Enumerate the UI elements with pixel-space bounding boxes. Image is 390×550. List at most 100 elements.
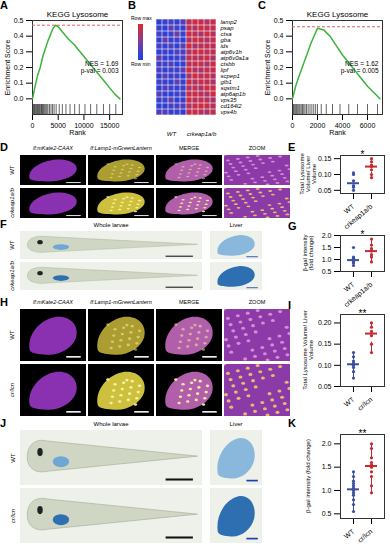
svg-text:WT: WT [167,131,178,137]
html-text:D: D [0,141,8,153]
html-text:WT: WT [8,165,15,175]
svg-text:5000: 5000 [50,122,66,129]
html-text:Row max: Row max [131,15,152,21]
svg-text:WT: WT [343,395,356,408]
svg-text:scpep1: scpep1 [220,73,240,80]
svg-text:NES = 1.69p-val = 0.003: NES = 1.69p-val = 0.003 [81,60,119,75]
html-text:E: E [288,141,296,153]
svg-text:cr/lcn: cr/lcn [356,396,373,412]
svg-text:0.2: 0.2 [14,64,24,71]
svg-text:1.5: 1.5 [322,463,332,470]
svg-text:**: ** [359,428,367,439]
html-text:WT: WT [8,330,15,340]
html-text:crkeap1a/b: crkeap1a/b [8,261,15,291]
html-text:WT: WT [8,452,15,463]
html-text:A: A [0,0,8,11]
svg-text:WT: WT [343,280,356,293]
html-text:lf:Lamp1-mGreenLantern: lf:Lamp1-mGreenLantern [90,145,152,151]
svg-text:6000: 6000 [360,122,376,129]
html-text:cr/lcn: cr/lcn [8,508,15,523]
svg-text:psap: psap [220,25,234,32]
svg-text:4000: 4000 [334,122,351,130]
svg-text:10000: 10000 [74,122,94,130]
svg-text:*: * [361,229,365,240]
svg-text:0: 0 [291,122,295,129]
svg-text:ids: ids [220,43,229,50]
html-text:F: F [0,218,7,230]
svg-text:Rank: Rank [69,129,86,136]
svg-text:gba: gba [220,37,231,44]
svg-text:15000: 15000 [100,122,120,129]
svg-text:0.1: 0.1 [14,79,24,86]
svg-text:0.10: 0.10 [318,362,332,369]
svg-text:0.5: 0.5 [322,510,332,517]
svg-text:Enrichment Score: Enrichment Score [264,40,271,96]
html-text:cr/lcn: cr/lcn [8,382,15,398]
html-text:β-gal intensity (fold change): β-gal intensity (fold change) [301,234,314,272]
svg-text:0.0: 0.0 [274,95,284,102]
svg-text:0: 0 [31,122,35,129]
html-text:J: J [0,417,7,429]
svg-text:crkeap1a/b: crkeap1a/b [187,131,217,137]
svg-text:2000: 2000 [310,122,326,129]
svg-text:lipf: lipf [220,67,229,74]
svg-text:*: * [361,149,365,160]
svg-text:0.05: 0.05 [318,187,332,194]
svg-text:ctsbb: ctsbb [220,61,235,68]
svg-text:0.15: 0.15 [318,155,332,162]
html-text:Total Lysosome Volume/ Liver V: Total Lysosome Volume/ Liver Volume [298,153,318,195]
svg-text:2.0: 2.0 [322,232,332,239]
svg-text:Rank: Rank [329,129,346,136]
svg-text:NES = 1.62p-val = 0.005: NES = 1.62p-val = 0.005 [341,60,379,75]
svg-text:0.1: 0.1 [274,79,284,86]
svg-text:ctsa: ctsa [220,31,232,38]
svg-text:crkeap1a/b: crkeap1a/b [343,281,375,309]
svg-text:vps35: vps35 [220,97,237,104]
html-text:lf:mKate2-CAAX: lf:mKate2-CAAX [33,145,73,151]
svg-text:vps4b: vps4b [221,109,238,115]
svg-text:0.5: 0.5 [14,17,24,24]
svg-text:glb1: glb1 [220,79,232,86]
svg-text:2.0: 2.0 [322,440,332,447]
svg-text:1.0: 1.0 [322,256,332,263]
html-text:B: B [128,0,136,11]
html-text:C: C [258,0,266,11]
svg-text:0.0: 0.0 [14,95,24,102]
html-text:K: K [288,417,296,429]
svg-text:WT: WT [343,527,356,540]
html-text:Row min: Row min [131,61,151,67]
svg-text:lamp2: lamp2 [220,19,237,26]
svg-text:1.0: 1.0 [322,487,332,494]
svg-text:KEGG Lysosome: KEGG Lysosome [47,10,109,19]
svg-text:atp6v1h: atp6v1h [220,49,242,56]
html-text:G: G [288,220,297,232]
svg-text:1.5: 1.5 [322,244,332,251]
svg-text:0.15: 0.15 [318,340,332,347]
svg-text:atp6ap1b: atp6ap1b [220,91,246,98]
svg-text:Enrichment Score: Enrichment Score [4,40,11,96]
svg-text:0.3: 0.3 [14,48,24,55]
html-text:WT: WT [8,240,15,250]
html-text:crkeap1a/b: crkeap1a/b [8,188,15,218]
svg-text:**: ** [359,308,367,319]
svg-text:0.20: 0.20 [318,319,332,326]
svg-text:atp6v0a1a: atp6v0a1a [220,55,249,62]
svg-text:KEGG Lysosome: KEGG Lysosome [307,10,369,19]
svg-text:0.5: 0.5 [274,17,284,24]
svg-text:0.3: 0.3 [274,48,284,55]
html-text:MERGE: MERGE [178,145,200,151]
svg-text:0.2: 0.2 [274,64,284,71]
svg-text:crkeap1a/b: crkeap1a/b [343,203,375,231]
svg-text:0.10: 0.10 [318,171,332,178]
svg-text:sqstm1: sqstm1 [220,85,240,92]
svg-text:0.5: 0.5 [322,268,332,275]
svg-text:0.4: 0.4 [274,32,284,39]
svg-text:0.4: 0.4 [14,32,24,39]
svg-text:WT: WT [343,202,356,215]
svg-text:cr/lcn: cr/lcn [356,528,373,544]
html-text:β-gal intensity (fold change): β-gal intensity (fold change) [304,439,311,513]
svg-text:0.05: 0.05 [318,383,332,390]
svg-text:cd164l2: cd164l2 [220,103,242,110]
html-text:H: H [0,296,8,308]
html-text:Total Lysosome Volume/ Liver V: Total Lysosome Volume/ Liver Volume [301,310,314,390]
